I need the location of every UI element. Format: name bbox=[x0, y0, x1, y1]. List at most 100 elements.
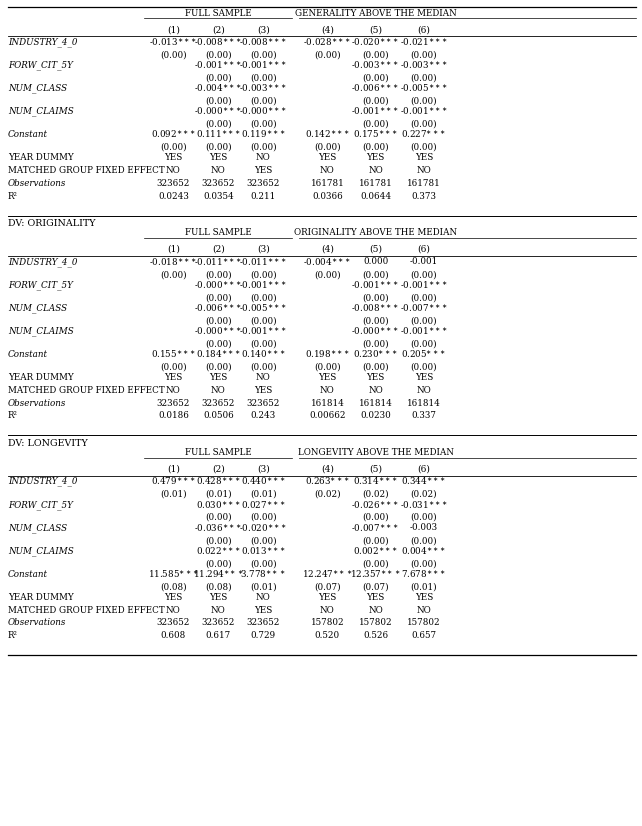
Text: NO: NO bbox=[369, 166, 383, 175]
Text: 157802: 157802 bbox=[407, 619, 440, 627]
Text: -0.006$^{\ast\ast\ast}$: -0.006$^{\ast\ast\ast}$ bbox=[351, 83, 400, 94]
Text: 0.657: 0.657 bbox=[411, 631, 437, 640]
Text: Observations: Observations bbox=[8, 179, 66, 188]
Text: -0.003: -0.003 bbox=[410, 524, 438, 532]
Text: (0.00): (0.00) bbox=[250, 536, 277, 545]
Text: YES: YES bbox=[318, 154, 336, 162]
Text: NO: NO bbox=[320, 386, 334, 395]
Text: (0.00): (0.00) bbox=[362, 363, 389, 372]
Text: (0.01): (0.01) bbox=[410, 582, 437, 591]
Text: INDUSTRY_4_0: INDUSTRY_4_0 bbox=[8, 257, 77, 267]
Text: 0.002$^{\ast\ast\ast}$: 0.002$^{\ast\ast\ast}$ bbox=[353, 545, 398, 557]
Text: (0.08): (0.08) bbox=[205, 582, 232, 591]
Text: (0.00): (0.00) bbox=[362, 339, 389, 349]
Text: -0.020$^{\ast\ast\ast}$: -0.020$^{\ast\ast\ast}$ bbox=[351, 36, 400, 48]
Text: 0.119$^{\ast\ast\ast}$: 0.119$^{\ast\ast\ast}$ bbox=[241, 129, 286, 140]
Text: FULL SAMPLE: FULL SAMPLE bbox=[185, 449, 252, 457]
Text: (0.02): (0.02) bbox=[410, 490, 437, 499]
Text: 0.211: 0.211 bbox=[250, 192, 276, 201]
Text: MATCHED GROUP FIXED EFFECT: MATCHED GROUP FIXED EFFECT bbox=[8, 166, 164, 175]
Text: (4): (4) bbox=[321, 245, 334, 254]
Text: YES: YES bbox=[367, 373, 385, 382]
Text: (0.00): (0.00) bbox=[314, 143, 341, 152]
Text: (0.00): (0.00) bbox=[205, 559, 232, 568]
Text: (0.01): (0.01) bbox=[205, 490, 232, 499]
Text: (0.00): (0.00) bbox=[410, 50, 437, 59]
Text: NO: NO bbox=[211, 386, 225, 395]
Text: 323652: 323652 bbox=[157, 179, 190, 188]
Text: NO: NO bbox=[417, 605, 431, 615]
Text: (0.00): (0.00) bbox=[410, 143, 437, 152]
Text: NO: NO bbox=[369, 386, 383, 395]
Text: -0.000$^{\ast\ast\ast}$: -0.000$^{\ast\ast\ast}$ bbox=[194, 106, 243, 117]
Text: MATCHED GROUP FIXED EFFECT: MATCHED GROUP FIXED EFFECT bbox=[8, 605, 164, 615]
Text: NO: NO bbox=[256, 373, 270, 382]
Text: (0.00): (0.00) bbox=[250, 316, 277, 325]
Text: 0.729: 0.729 bbox=[250, 631, 276, 640]
Text: -0.018$^{\ast\ast\ast}$: -0.018$^{\ast\ast\ast}$ bbox=[149, 256, 198, 268]
Text: (0.00): (0.00) bbox=[250, 50, 277, 59]
Text: LONGEVITY ABOVE THE MEDIAN: LONGEVITY ABOVE THE MEDIAN bbox=[298, 449, 453, 457]
Text: 0.000: 0.000 bbox=[363, 258, 388, 266]
Text: 323652: 323652 bbox=[202, 179, 235, 188]
Text: (0.00): (0.00) bbox=[410, 363, 437, 372]
Text: (0.01): (0.01) bbox=[160, 490, 187, 499]
Text: 323652: 323652 bbox=[247, 399, 280, 407]
Text: -0.006$^{\ast\ast\ast}$: -0.006$^{\ast\ast\ast}$ bbox=[194, 302, 243, 314]
Text: YES: YES bbox=[318, 593, 336, 601]
Text: (0.00): (0.00) bbox=[410, 316, 437, 325]
Text: YES: YES bbox=[318, 373, 336, 382]
Text: (0.00): (0.00) bbox=[160, 363, 187, 372]
Text: (3): (3) bbox=[257, 465, 270, 473]
Text: (0.01): (0.01) bbox=[250, 490, 277, 499]
Text: 0.0186: 0.0186 bbox=[158, 411, 189, 420]
Text: R²: R² bbox=[8, 411, 17, 420]
Text: -0.001$^{\ast\ast\ast}$: -0.001$^{\ast\ast\ast}$ bbox=[239, 325, 288, 337]
Text: (1): (1) bbox=[167, 465, 180, 473]
Text: 11.585$^{\ast\ast\ast}$: 11.585$^{\ast\ast\ast}$ bbox=[148, 568, 199, 580]
Text: 0.227$^{\ast\ast\ast}$: 0.227$^{\ast\ast\ast}$ bbox=[401, 129, 446, 140]
Text: NUM_CLAIMS: NUM_CLAIMS bbox=[8, 326, 73, 336]
Text: 0.0366: 0.0366 bbox=[312, 192, 343, 201]
Text: -0.001$^{\ast\ast\ast}$: -0.001$^{\ast\ast\ast}$ bbox=[399, 106, 448, 117]
Text: -0.001$^{\ast\ast\ast}$: -0.001$^{\ast\ast\ast}$ bbox=[194, 59, 243, 71]
Text: (0.00): (0.00) bbox=[410, 74, 437, 83]
Text: -0.031$^{\ast\ast\ast}$: -0.031$^{\ast\ast\ast}$ bbox=[399, 499, 448, 510]
Text: NO: NO bbox=[211, 166, 225, 175]
Text: 0.142$^{\ast\ast\ast}$: 0.142$^{\ast\ast\ast}$ bbox=[305, 129, 350, 140]
Text: (0.00): (0.00) bbox=[362, 536, 389, 545]
Text: MATCHED GROUP FIXED EFFECT: MATCHED GROUP FIXED EFFECT bbox=[8, 386, 164, 395]
Text: NO: NO bbox=[320, 605, 334, 615]
Text: (0.00): (0.00) bbox=[205, 513, 232, 522]
Text: 0.243: 0.243 bbox=[250, 411, 276, 420]
Text: 0.617: 0.617 bbox=[205, 631, 231, 640]
Text: 0.337: 0.337 bbox=[412, 411, 436, 420]
Text: (1): (1) bbox=[167, 245, 180, 254]
Text: 0.373: 0.373 bbox=[412, 192, 436, 201]
Text: 0.344$^{\ast\ast\ast}$: 0.344$^{\ast\ast\ast}$ bbox=[401, 476, 446, 487]
Text: 0.140$^{\ast\ast\ast}$: 0.140$^{\ast\ast\ast}$ bbox=[241, 349, 286, 360]
Text: NO: NO bbox=[320, 166, 334, 175]
Text: FULL SAMPLE: FULL SAMPLE bbox=[185, 9, 252, 17]
Text: -0.000$^{\ast\ast\ast}$: -0.000$^{\ast\ast\ast}$ bbox=[194, 325, 243, 337]
Text: -0.011$^{\ast\ast\ast}$: -0.011$^{\ast\ast\ast}$ bbox=[194, 256, 243, 268]
Text: Observations: Observations bbox=[8, 399, 66, 407]
Text: YES: YES bbox=[367, 593, 385, 601]
Text: YES: YES bbox=[209, 373, 227, 382]
Text: (2): (2) bbox=[212, 465, 225, 473]
Text: YES: YES bbox=[209, 593, 227, 601]
Text: (0.00): (0.00) bbox=[410, 97, 437, 106]
Text: (0.00): (0.00) bbox=[205, 97, 232, 106]
Text: -0.026$^{\ast\ast\ast}$: -0.026$^{\ast\ast\ast}$ bbox=[351, 499, 400, 510]
Text: (0.00): (0.00) bbox=[362, 74, 389, 83]
Text: 0.314$^{\ast\ast\ast}$: 0.314$^{\ast\ast\ast}$ bbox=[353, 476, 398, 487]
Text: Constant: Constant bbox=[8, 350, 48, 358]
Text: 323652: 323652 bbox=[247, 179, 280, 188]
Text: 323652: 323652 bbox=[247, 619, 280, 627]
Text: NO: NO bbox=[417, 386, 431, 395]
Text: 0.205$^{\ast\ast\ast}$: 0.205$^{\ast\ast\ast}$ bbox=[401, 349, 446, 360]
Text: (3): (3) bbox=[257, 245, 270, 254]
Text: 0.520: 0.520 bbox=[315, 631, 340, 640]
Text: 0.022$^{\ast\ast\ast}$: 0.022$^{\ast\ast\ast}$ bbox=[196, 545, 241, 557]
Text: 0.027$^{\ast\ast\ast}$: 0.027$^{\ast\ast\ast}$ bbox=[241, 499, 286, 510]
